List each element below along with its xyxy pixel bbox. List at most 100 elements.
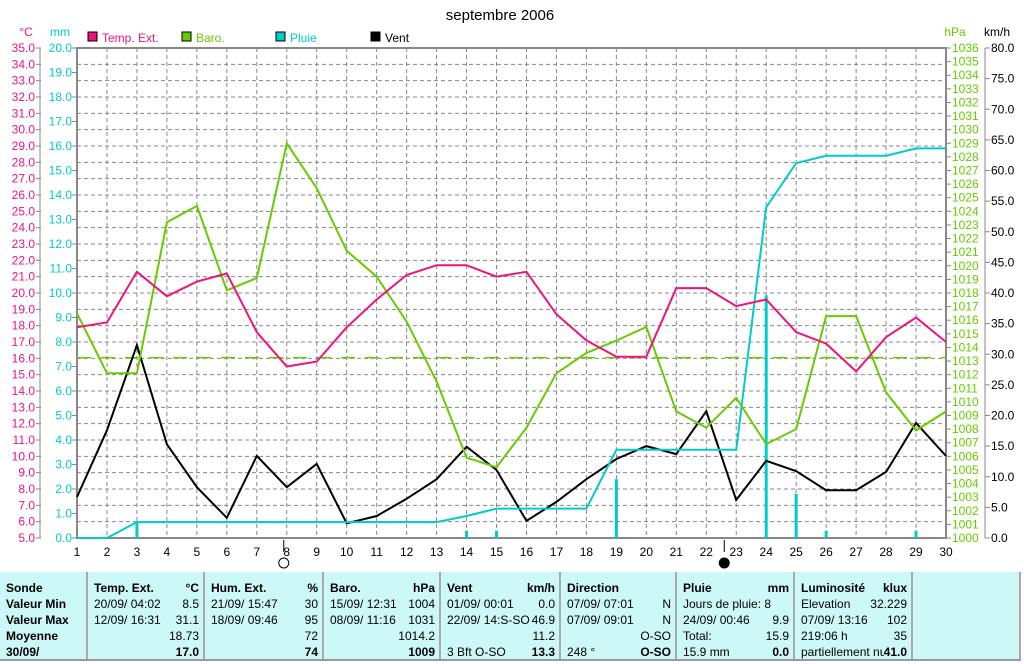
baro-tick-label: 1015 [952,327,979,341]
legend-label: Pluie [290,31,317,45]
rain-tick-label: 7.0 [55,360,72,374]
baro-tick-label: 1007 [952,436,979,450]
pluie-max: 9.9 [772,613,789,627]
temp-tick-label: 20.0 [12,286,36,300]
legend: Temp. Ext. Baro. Pluie Vent [87,31,410,45]
x-tick-label: 23 [730,545,744,559]
temp-tick-label: 24.0 [12,221,36,235]
x-tick-label: 30 [939,545,953,559]
rain-tick-label: 10.0 [49,286,73,300]
summary-col-vent: Vent km/h 01/09/ 00:01 0.0 22/09/ 14:S-SO 4… [441,572,561,659]
x-tick-label: 20 [640,545,654,559]
hum-min: 30 [304,597,318,611]
daily-rain-bar [614,479,618,538]
direction-current: O-SO [640,645,671,659]
baro-tick-label: 1011 [952,381,978,395]
summary-col-sonde: Sonde Valeur Min Valeur Max Moyenne 30/0… [0,572,88,659]
direction-max: N [662,613,671,627]
legend-swatch [370,31,381,42]
wind-tick-label: 60.0 [991,164,1015,178]
lum-current: 41.0 [883,645,907,659]
baro-tick-label: 1009 [952,409,979,423]
summary-col-hum: Hum. Ext.% 21/09/ 15:47 30 18/09/ 09:46 95… [205,572,324,659]
temp-tick-label: 7.0 [18,498,35,512]
baro-tick-label: 1028 [952,150,979,164]
hum-unit: % [307,581,318,595]
hum-avg: 72 [304,629,318,643]
x-tick-label: 1 [74,545,81,559]
x-tick-label: 13 [430,545,444,559]
x-tick-label: 16 [520,545,534,559]
wind-tick-label: 40.0 [991,286,1015,300]
temp-axis-title: °C [19,25,33,39]
hum-max-date: 18/09/ 09:46 [211,613,278,627]
vent-unit: km/h [526,581,555,595]
direction-title: Direction [567,581,620,595]
axes: °C5.06.07.08.09.010.011.012.013.014.015.… [12,25,1015,559]
summary-col-luminosite: Luminosité klux Elevation 32.229 07/09/ 13… [795,572,913,659]
rain-tick-label: 2.0 [55,482,72,496]
wind-tick-label: 10.0 [991,470,1015,484]
x-tick-label: 26 [819,545,833,559]
x-tick-label: 28 [879,545,893,559]
temp-tick-label: 11.0 [13,433,36,447]
summary-col-empty [913,572,1021,659]
wind-axis-title: km/h [984,25,1010,39]
temp-tick-label: 31.0 [12,106,36,120]
summary-col-pluie: Pluie mm Jours de pluie: 8 24/09/ 00:46 9.… [677,572,795,659]
temp-current: 17.0 [175,645,199,659]
full-moon-icon [278,557,290,569]
vent-current-label: 3 Bft O-SO [447,645,506,659]
rain-tick-label: 18.0 [49,90,73,104]
temp-tick-label: 30.0 [12,123,36,137]
direction-current-label: 248 ° [567,645,596,659]
x-tick-label: 22 [700,545,714,559]
wind-tick-label: 50.0 [991,225,1015,239]
x-tick-label: 17 [550,545,564,559]
temp-tick-label: 23.0 [12,237,36,251]
baro-max: 1031 [408,613,435,627]
wind-tick-label: 30.0 [991,347,1015,361]
daily-rain-bar [495,530,499,538]
baro-tick-label: 1034 [952,68,979,82]
hum-min-date: 21/09/ 15:47 [211,597,278,611]
summary-col-baro: Baro. hPa 15/09/ 12:31 1004 08/09/ 11:16 10… [324,572,441,659]
x-tick-label: 25 [789,545,803,559]
x-tick-label: 7 [253,545,260,559]
temp-tick-label: 9.0 [18,466,35,480]
baro-avg: 1014.2 [398,629,435,643]
legend-label: Vent [385,31,410,45]
baro-tick-label: 1022 [952,232,979,246]
temp-min: 8.5 [182,597,199,611]
x-tick-label: 15 [490,545,504,559]
x-tick-label: 6 [223,545,230,559]
summary-col-temp: Temp. Ext. °C 20/09/ 04:02 8.5 12/09/ 16:3… [88,572,205,659]
pluie-total: 15.9 [765,629,789,643]
vent-max: 46.9 [531,613,555,627]
baro-max-date: 08/09/ 11:16 [330,613,396,627]
x-tick-label: 12 [400,545,414,559]
temp-tick-label: 33.0 [12,74,36,88]
baro-tick-label: 1023 [952,218,979,232]
series-lines [76,140,947,539]
x-tick-label: 14 [460,545,474,559]
lum-elevation: 32.229 [870,597,907,611]
temp-tick-label: 16.0 [12,351,36,365]
vent-min: 0.0 [538,597,555,611]
temp-tick-label: 18.0 [12,319,36,333]
baro-tick-label: 1029 [952,136,979,150]
direction-max-date: 07/09/ 09:01 [567,613,634,627]
lum-avg: 35 [893,629,907,643]
temp-tick-label: 10.0 [12,449,36,463]
summary-table: Sonde Valeur Min Valeur Max Moyenne 30/0… [0,572,1021,661]
rain-tick-label: 1.0 [55,507,72,521]
baro-tick-label: 1014 [952,340,979,354]
temp-unit: °C [185,581,199,595]
series-line-temp-ext [76,264,947,373]
wind-tick-label: 0.0 [991,531,1008,545]
rain-tick-label: 0.0 [55,531,72,545]
pluie-total-label: Total: [683,629,712,643]
moon-phases [278,540,730,569]
vent-min-date: 01/09/ 00:01 [447,597,514,611]
wind-tick-label: 20.0 [991,409,1015,423]
